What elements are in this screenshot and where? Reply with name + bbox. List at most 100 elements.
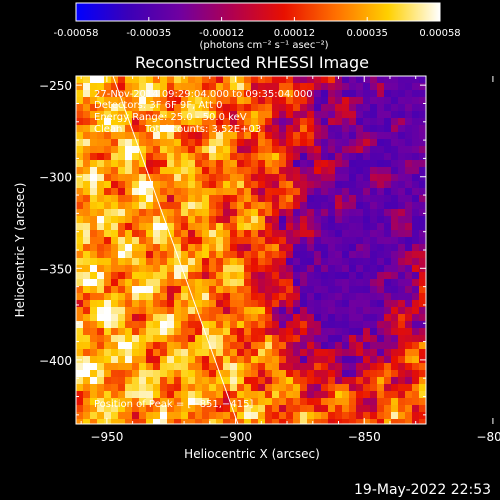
heatmap-cell <box>307 342 315 350</box>
heatmap-cell <box>146 314 154 322</box>
heatmap-cell <box>97 335 105 343</box>
heatmap-cell <box>286 335 294 343</box>
heatmap-cell <box>356 384 364 392</box>
heatmap-cell <box>244 356 252 364</box>
heatmap-cell <box>419 118 426 126</box>
heatmap-cell <box>97 286 105 294</box>
heatmap-cell <box>195 398 203 406</box>
heatmap-cell <box>377 216 385 224</box>
heatmap-cell <box>153 300 161 308</box>
heatmap-cell <box>398 230 406 238</box>
heatmap-cell <box>174 293 182 301</box>
heatmap-cell <box>216 321 224 329</box>
heatmap-cell <box>188 125 196 133</box>
heatmap-cell <box>279 419 287 424</box>
heatmap-cell <box>216 209 224 217</box>
heatmap-cell <box>349 209 357 217</box>
heatmap-cell <box>363 111 371 119</box>
heatmap-cell <box>265 244 273 252</box>
heatmap-cell <box>216 356 224 364</box>
heatmap-cell <box>279 209 287 217</box>
heatmap-cell <box>111 377 119 385</box>
heatmap-cell <box>237 160 245 168</box>
heatmap-cell <box>307 391 315 399</box>
heatmap-cell <box>363 356 371 364</box>
heatmap-cell <box>251 300 259 308</box>
heatmap-cell <box>160 230 168 238</box>
heatmap-cell <box>216 258 224 266</box>
heatmap-cell <box>244 146 252 154</box>
heatmap-cell <box>258 160 266 168</box>
heatmap-cell <box>153 293 161 301</box>
heatmap-cell <box>272 111 280 119</box>
heatmap-cell <box>251 139 259 147</box>
heatmap-cell <box>146 293 154 301</box>
heatmap-cell <box>349 258 357 266</box>
heatmap-cell <box>258 370 266 378</box>
heatmap-cell <box>132 174 140 182</box>
heatmap-cell <box>118 265 126 273</box>
heatmap-cell <box>216 118 224 126</box>
heatmap-cell <box>377 83 385 91</box>
heatmap-cell <box>160 153 168 161</box>
heatmap-cell <box>97 314 105 322</box>
heatmap-cell <box>83 118 91 126</box>
heatmap-cell <box>328 314 336 322</box>
heatmap-cell <box>216 342 224 350</box>
heatmap-cell <box>328 202 336 210</box>
heatmap-cell <box>286 307 294 315</box>
heatmap-cell <box>419 349 426 357</box>
heatmap-cell <box>202 342 210 350</box>
heatmap-cell <box>83 300 91 308</box>
heatmap-cell <box>237 321 245 329</box>
heatmap-cell <box>251 286 259 294</box>
heatmap-cell <box>342 349 350 357</box>
heatmap-cell <box>209 160 217 168</box>
heatmap-cell <box>314 216 322 224</box>
heatmap-cell <box>83 398 91 406</box>
heatmap-cell <box>335 265 343 273</box>
heatmap-cell <box>202 349 210 357</box>
heatmap-cell <box>370 174 378 182</box>
heatmap-cell <box>314 300 322 308</box>
heatmap-cell <box>146 279 154 287</box>
heatmap-cell <box>76 363 84 371</box>
heatmap-cell <box>174 356 182 364</box>
heatmap-cell <box>174 300 182 308</box>
heatmap-cell <box>384 202 392 210</box>
heatmap-cell <box>223 258 231 266</box>
heatmap-cell <box>223 370 231 378</box>
heatmap-cell <box>265 314 273 322</box>
heatmap-cell <box>167 195 175 203</box>
heatmap-cell <box>272 265 280 273</box>
heatmap-cell <box>328 412 336 420</box>
heatmap-cell <box>307 377 315 385</box>
heatmap-cell <box>139 132 147 140</box>
heatmap-cell <box>160 335 168 343</box>
heatmap-cell <box>300 356 308 364</box>
heatmap-cell <box>160 405 168 413</box>
heatmap-cell <box>412 314 420 322</box>
heatmap-cell <box>265 202 273 210</box>
heatmap-cell <box>384 419 392 424</box>
heatmap-cell <box>125 167 133 175</box>
heatmap-cell <box>391 230 399 238</box>
heatmap-cell <box>363 188 371 196</box>
heatmap-cell <box>356 265 364 273</box>
heatmap-cell <box>202 195 210 203</box>
heatmap-cell <box>167 97 175 105</box>
heatmap-cell <box>97 342 105 350</box>
heatmap-cell <box>328 370 336 378</box>
heatmap-cell <box>377 363 385 371</box>
heatmap-cell <box>328 342 336 350</box>
heatmap-cell <box>167 181 175 189</box>
heatmap-cell <box>265 412 273 420</box>
heatmap-cell <box>160 237 168 245</box>
heatmap-cell <box>293 202 301 210</box>
heatmap-cell <box>237 195 245 203</box>
heatmap-cell <box>265 83 273 91</box>
heatmap-cell <box>272 251 280 259</box>
heatmap-cell <box>251 125 259 133</box>
heatmap-cell <box>412 230 420 238</box>
heatmap-cell <box>384 363 392 371</box>
